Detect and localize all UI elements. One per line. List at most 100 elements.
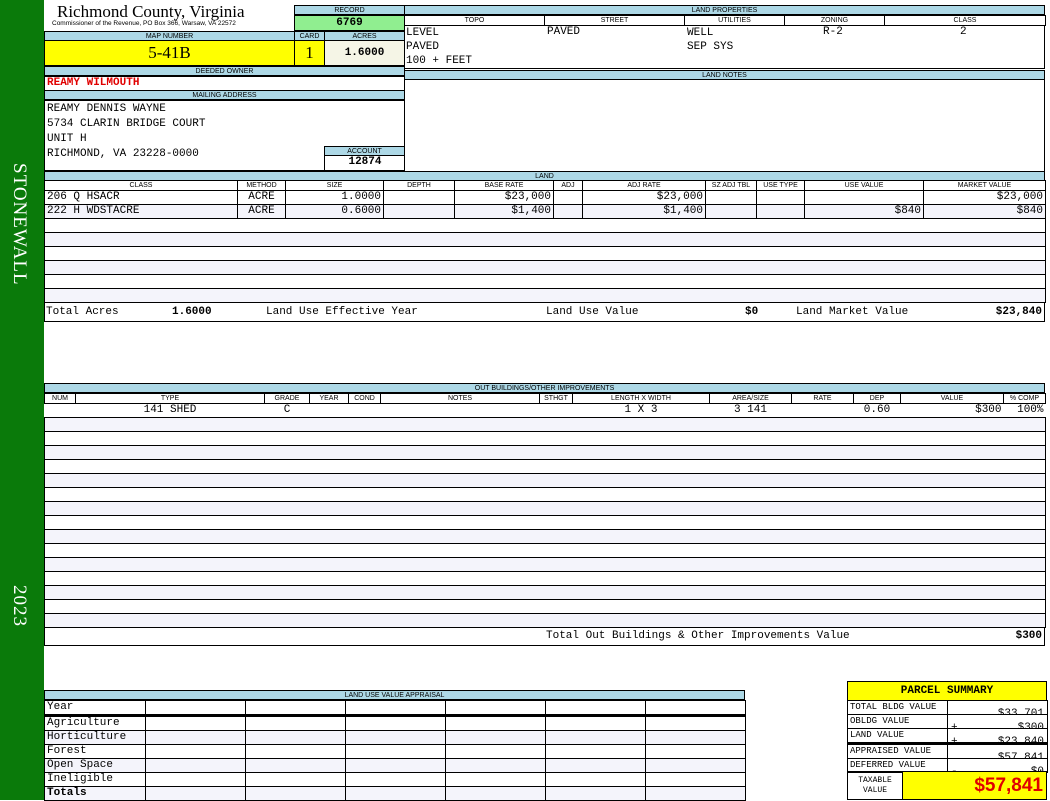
outbuilding-col-header: NUM <box>44 393 76 404</box>
card-number: 1 <box>294 40 325 66</box>
outbuilding-col-header: YEAR <box>309 393 349 404</box>
outbuilding-empty-row <box>44 613 1046 628</box>
land-use-value-cell <box>445 730 546 745</box>
land-row <box>44 232 1046 247</box>
land-use-value-cell <box>445 700 546 716</box>
land-table: CLASS METHOD SIZE DEPTH BASE RATE ADJ ADJ RATE… <box>44 180 1046 303</box>
land-row <box>44 274 1046 289</box>
outbuilding-row <box>44 585 1046 600</box>
col-zoning: ZONING <box>784 15 885 26</box>
outbuilding-empty-row <box>44 487 1046 502</box>
land-row <box>44 288 1046 303</box>
land-empty-row <box>44 232 1046 247</box>
summary-value-cell: + $300 <box>947 714 1048 729</box>
topo-value: PAVED <box>406 41 440 53</box>
land-use-row: Horticulture <box>44 730 746 745</box>
outbuilding-cell <box>381 404 540 418</box>
land-cell <box>756 190 805 205</box>
summary-operator: + <box>951 735 958 744</box>
land-row: 222 H WDSTACRE ACRE 0.6000 $1,400 $1,400 $840… <box>44 204 1046 219</box>
address-line: UNIT H <box>47 133 87 145</box>
zoning-value: R-2 <box>823 26 843 38</box>
land-cell <box>383 204 455 219</box>
summary-value: $0 <box>1030 765 1044 773</box>
land-use-category: Totals <box>44 786 146 801</box>
parcel-summary-row: LAND VALUE + $23,840 <box>847 728 1048 744</box>
land-use-value-cell <box>645 700 746 716</box>
land-use-value-cell <box>245 786 346 801</box>
land-use-value-cell <box>545 700 646 716</box>
land-col-header: SZ ADJ TBL <box>705 180 757 191</box>
outbuilding-cell <box>349 404 381 418</box>
street-value: PAVED <box>547 26 581 38</box>
utilities-value: SEP SYS <box>687 41 734 53</box>
outbuilding-col-header: % COMP <box>1003 393 1046 404</box>
land-row <box>44 218 1046 233</box>
outbuilding-empty-row <box>44 543 1046 558</box>
utilities-value: WELL <box>687 27 714 39</box>
col-topo: TOPO <box>404 15 545 26</box>
outbuilding-empty-row <box>44 557 1046 572</box>
land-cell: $1,400 <box>454 204 554 219</box>
summary-label: OBLDG VALUE <box>847 714 948 729</box>
land-col-header: ADJ RATE <box>582 180 706 191</box>
land-use-value-cell <box>345 715 446 731</box>
land-empty-row <box>44 288 1046 303</box>
land-use-effective-year-label: Land Use Effective Year <box>266 306 418 318</box>
topo-value: LEVEL <box>406 27 440 39</box>
outbuilding-col-header: RATE <box>791 393 854 404</box>
land-cell <box>553 190 583 205</box>
land-cell: $23,000 <box>582 190 706 205</box>
summary-value: $57,841 <box>997 751 1044 759</box>
land-use-row: Forest <box>44 744 746 759</box>
outbuilding-col-header: LENGTH X WIDTH <box>572 393 710 404</box>
outbuilding-cell: 100% <box>1017 404 1044 416</box>
record-number: 6769 <box>294 15 405 31</box>
summary-value: $300 <box>1017 721 1044 729</box>
outbuilding-row <box>44 557 1046 572</box>
land-use-value-cell <box>245 700 346 716</box>
land-use-row: Ineligible <box>44 772 746 787</box>
outbuildings-total: Total Out Buildings & Other Improvements… <box>44 627 1045 646</box>
land-market-value: $23,840 <box>995 306 1042 318</box>
outbuilding-col-header: VALUE <box>900 393 1004 404</box>
acres-value: 1.6000 <box>324 40 405 66</box>
land-cell: 222 H WDSTACRE <box>44 204 238 219</box>
land-use-value-cell <box>345 730 446 745</box>
deeded-owner: REAMY WILMOUTH <box>44 76 405 91</box>
land-use-value-cell <box>445 786 546 801</box>
summary-label: TOTAL BLDG VALUE <box>847 700 948 715</box>
land-use-value-cell <box>645 730 746 745</box>
address-line: REAMY DENNIS WAYNE <box>47 103 166 115</box>
outbuilding-cell <box>310 404 349 418</box>
outbuilding-empty-row <box>44 417 1046 432</box>
col-street: STREET <box>544 15 685 26</box>
summary-value: $33,701 <box>997 707 1044 715</box>
land-use-value-cell <box>345 758 446 773</box>
col-class: CLASS <box>884 15 1046 26</box>
land-use-value-cell <box>245 715 346 731</box>
land-empty-row <box>44 246 1046 261</box>
land-use-value-cell <box>145 730 246 745</box>
land-totals: Total Acres 1.6000 Land Use Effective Ye… <box>44 302 1045 322</box>
land-use-value-label: Land Use Value <box>546 306 639 318</box>
summary-value-cell: + $23,840 <box>947 728 1048 744</box>
commissioner-address: Commissioner of the Revenue, PO Box 366,… <box>52 20 236 27</box>
land-empty-row <box>44 218 1046 233</box>
outbuilding-row <box>44 613 1046 628</box>
land-cell <box>705 190 757 205</box>
land-use-category: Forest <box>44 744 146 759</box>
land-col-header: ADJ <box>553 180 583 191</box>
record-label: RECORD <box>294 5 405 15</box>
land-use-value-cell <box>545 744 646 759</box>
map-number: 5-41B <box>44 40 295 66</box>
land-cell: ACRE <box>237 190 286 205</box>
outbuilding-cell <box>792 404 854 418</box>
land-cell: $840 <box>923 204 1046 219</box>
land-use-value-cell <box>545 758 646 773</box>
land-cell: 1.0000 <box>285 190 384 205</box>
address-line: RICHMOND, VA 23228-0000 <box>47 148 199 160</box>
outbuildings-total-value: $300 <box>1015 630 1042 642</box>
land-cell: $840 <box>804 204 924 219</box>
parcel-summary-row: TOTAL BLDG VALUE $33,701 <box>847 700 1048 715</box>
